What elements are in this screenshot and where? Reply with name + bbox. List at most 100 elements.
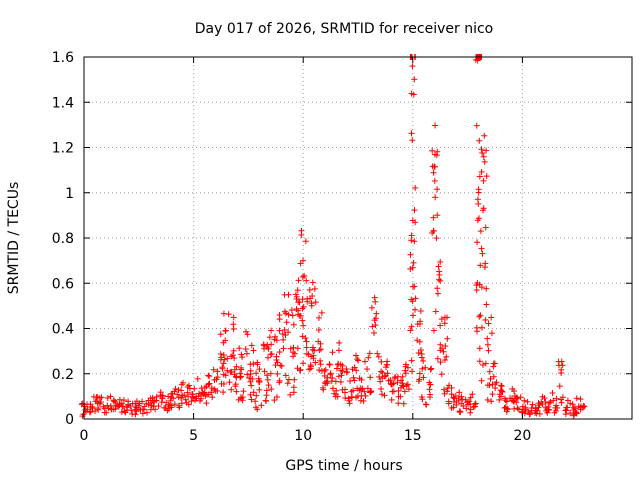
data-point bbox=[273, 393, 280, 400]
data-point bbox=[407, 327, 414, 334]
data-point bbox=[316, 347, 323, 354]
data-point bbox=[490, 373, 497, 380]
data-point bbox=[247, 371, 254, 378]
data-point bbox=[482, 224, 489, 231]
data-point bbox=[484, 335, 491, 342]
data-point bbox=[210, 366, 217, 373]
data-point bbox=[435, 263, 442, 270]
data-point bbox=[318, 309, 325, 316]
data-point bbox=[338, 372, 345, 379]
data-point bbox=[283, 319, 290, 326]
data-point bbox=[297, 312, 304, 319]
data-point bbox=[542, 399, 549, 406]
data-point bbox=[430, 169, 437, 176]
data-point bbox=[248, 342, 255, 349]
data-point bbox=[443, 353, 450, 360]
data-point bbox=[408, 237, 415, 244]
data-point bbox=[278, 363, 285, 370]
data-point bbox=[248, 396, 255, 403]
grid-lines bbox=[84, 57, 632, 419]
data-point bbox=[429, 147, 436, 154]
data-point bbox=[95, 406, 102, 413]
data-point bbox=[441, 386, 448, 393]
data-point bbox=[407, 251, 414, 258]
data-point bbox=[545, 406, 552, 413]
data-point bbox=[248, 382, 255, 389]
data-point bbox=[300, 322, 307, 329]
data-point bbox=[488, 314, 495, 321]
data-point bbox=[189, 391, 196, 398]
data-point bbox=[525, 408, 532, 415]
data-point bbox=[253, 370, 260, 377]
data-point bbox=[479, 250, 486, 257]
data-point bbox=[104, 402, 111, 409]
data-point bbox=[152, 406, 159, 413]
data-point bbox=[281, 326, 288, 333]
data-point bbox=[209, 394, 216, 401]
data-point bbox=[353, 367, 360, 374]
data-point bbox=[271, 397, 278, 404]
data-point bbox=[434, 186, 441, 193]
data-point bbox=[372, 322, 379, 329]
x-tick-label: 15 bbox=[404, 428, 422, 444]
data-point bbox=[553, 395, 560, 402]
data-point bbox=[430, 327, 437, 334]
data-point bbox=[196, 397, 203, 404]
data-point bbox=[139, 406, 146, 413]
data-point bbox=[433, 152, 440, 159]
data-point bbox=[374, 350, 381, 357]
data-point bbox=[220, 389, 227, 396]
data-point bbox=[302, 238, 309, 245]
data-point bbox=[299, 317, 306, 324]
data-point bbox=[441, 356, 448, 363]
data-point bbox=[295, 277, 302, 284]
data-point bbox=[361, 388, 368, 395]
data-point bbox=[237, 370, 244, 377]
data-point bbox=[489, 391, 496, 398]
data-point bbox=[149, 394, 156, 401]
data-point bbox=[474, 57, 481, 64]
data-point bbox=[158, 399, 165, 406]
data-point bbox=[442, 343, 449, 350]
data-point bbox=[178, 394, 185, 401]
data-point bbox=[359, 385, 366, 392]
data-point bbox=[534, 407, 541, 414]
data-point bbox=[307, 365, 314, 372]
data-point bbox=[372, 315, 379, 322]
data-point bbox=[403, 382, 410, 389]
data-point bbox=[497, 393, 504, 400]
data-point bbox=[463, 405, 470, 412]
data-point bbox=[437, 322, 444, 329]
data-point bbox=[409, 217, 416, 224]
data-point bbox=[416, 370, 423, 377]
data-point bbox=[446, 382, 453, 389]
data-point bbox=[469, 391, 476, 398]
data-point bbox=[265, 354, 272, 361]
data-point bbox=[488, 330, 495, 337]
data-point bbox=[467, 394, 474, 401]
data-point bbox=[296, 367, 303, 374]
data-point bbox=[570, 412, 577, 419]
data-point bbox=[511, 388, 518, 395]
data-point bbox=[577, 406, 584, 413]
data-point bbox=[238, 351, 245, 358]
data-point bbox=[408, 323, 415, 330]
data-point bbox=[364, 366, 371, 373]
data-point bbox=[573, 410, 580, 417]
data-point bbox=[312, 299, 319, 306]
data-point bbox=[507, 395, 514, 402]
data-point bbox=[371, 294, 378, 301]
data-point bbox=[477, 228, 484, 235]
data-point bbox=[404, 381, 411, 388]
data-point bbox=[300, 360, 307, 367]
data-point bbox=[188, 398, 195, 405]
data-point bbox=[417, 307, 424, 314]
data-point bbox=[342, 394, 349, 401]
data-point bbox=[480, 207, 487, 214]
data-point bbox=[291, 350, 298, 357]
data-point bbox=[93, 398, 100, 405]
data-point bbox=[276, 349, 283, 356]
data-point bbox=[222, 372, 229, 379]
data-point bbox=[557, 396, 564, 403]
data-point bbox=[378, 368, 385, 375]
